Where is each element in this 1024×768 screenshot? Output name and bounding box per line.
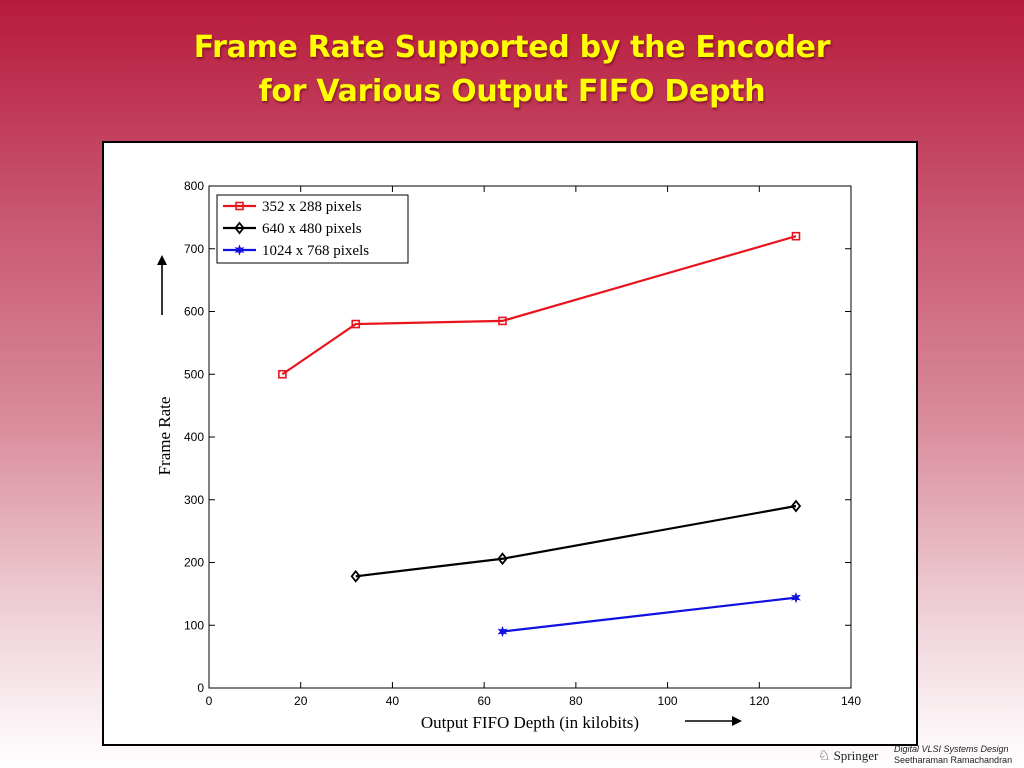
x-axis-label: Output FIFO Depth (in kilobits) <box>421 713 639 732</box>
legend-marker-1024-x-768-pixels <box>234 244 245 256</box>
y-tick-label: 200 <box>184 556 204 570</box>
publisher-logo: ♘ Springer <box>818 748 878 765</box>
legend-label-352-x-288-pixels: 352 x 288 pixels <box>262 199 362 215</box>
y-tick-label: 600 <box>184 305 204 319</box>
line-chart: 0 20 40 60 80 100 120 140 0 100 200 300 400 500 600 700… <box>155 179 861 732</box>
data-point-352-x-288-pixels <box>791 231 801 241</box>
data-point-1024-x-768-pixels <box>497 625 508 638</box>
data-point-352-x-288-pixels <box>351 319 361 329</box>
book-credit: Digital VLSI Systems Design Seetharaman … <box>894 744 1012 766</box>
y-tick-label: 400 <box>184 430 204 444</box>
title-line-1: Frame Rate Supported by the Encoder <box>193 30 831 65</box>
series-line-640-x-480-pixels <box>355 504 797 578</box>
data-point-640-x-480-pixels <box>350 569 361 583</box>
data-point-352-x-288-pixels <box>278 369 287 379</box>
y-axis-label: Frame Rate <box>155 397 174 476</box>
legend: 352 x 288 pixels 640 x 480 pixels 1024 x 7… <box>216 194 409 264</box>
y-tick-label: 500 <box>184 367 204 381</box>
right-arrow-icon <box>685 716 742 726</box>
series-line-1024-x-768-pixels <box>502 596 797 633</box>
up-arrow-icon <box>157 255 167 315</box>
slide-title: Frame Rate Supported by the Encoder for … <box>0 26 1024 114</box>
y-tick-label: 0 <box>197 681 204 695</box>
publisher-name: Springer <box>833 748 879 763</box>
series-line-352-x-288-pixels <box>281 235 797 376</box>
x-tick-label: 140 <box>841 694 861 708</box>
title-line-2: for Various Output FIFO Depth <box>258 74 766 109</box>
x-tick-label: 40 <box>386 694 400 708</box>
book-title: Digital VLSI Systems Design <box>894 744 1009 754</box>
springer-horse-icon: ♘ <box>818 749 831 764</box>
data-point-640-x-480-pixels <box>790 499 802 513</box>
x-tick-label: 100 <box>658 694 678 708</box>
legend-label-640-x-480-pixels: 640 x 480 pixels <box>262 221 362 237</box>
legend-label-1024-x-768-pixels: 1024 x 768 pixels <box>262 243 369 259</box>
y-tick-label: 300 <box>184 493 204 507</box>
chart-panel: 0 20 40 60 80 100 120 140 0 100 200 300 400 500 600 700… <box>102 141 918 746</box>
legend-marker-352-x-288-pixels <box>235 201 244 211</box>
legend-marker-640-x-480-pixels <box>234 221 245 235</box>
x-tick-label: 60 <box>477 694 491 708</box>
x-tick-label: 120 <box>749 694 769 708</box>
x-tick-label: 20 <box>294 694 308 708</box>
data-point-352-x-288-pixels <box>498 316 507 326</box>
x-tick-label: 0 <box>206 694 213 708</box>
footer: ♘ Springer Digital VLSI Systems Design Se… <box>818 744 1024 768</box>
y-tick-label: 800 <box>184 179 204 193</box>
y-tick-label: 700 <box>184 242 204 256</box>
x-tick-label: 80 <box>569 694 583 708</box>
book-author: Seetharaman Ramachandran <box>894 755 1013 765</box>
y-tick-label: 100 <box>184 618 204 632</box>
data-point-1024-x-768-pixels <box>791 591 801 604</box>
data-point-640-x-480-pixels <box>497 552 508 566</box>
